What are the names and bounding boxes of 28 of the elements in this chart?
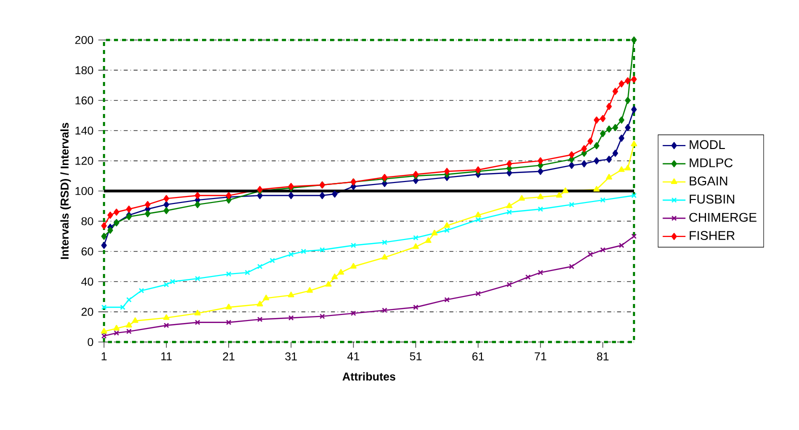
x-tick-label: 21 bbox=[222, 352, 234, 360]
y-tick-label: 100 bbox=[76, 187, 94, 196]
x-tick-label: 81 bbox=[597, 352, 609, 360]
legend-label: MODL bbox=[690, 140, 725, 150]
x-tick-label: 51 bbox=[410, 352, 422, 360]
x-tick-label: 41 bbox=[347, 352, 360, 360]
y-tick-label: 120 bbox=[76, 156, 94, 165]
x-tick-label: 61 bbox=[472, 352, 484, 360]
y-tick-label: 180 bbox=[76, 66, 94, 74]
legend-label: CHIMERGE bbox=[689, 212, 756, 222]
y-tick-label: 140 bbox=[76, 126, 94, 135]
y-tick-label: 80 bbox=[82, 217, 94, 226]
legend-label: FUSBIN bbox=[690, 194, 734, 204]
y-tick-label: 160 bbox=[76, 96, 94, 104]
y-axis-title: Intervals (RSD) / Intervals bbox=[60, 122, 71, 259]
legend-label: BGAIN bbox=[690, 176, 728, 186]
y-tick-label: 0 bbox=[88, 338, 94, 346]
x-tick-label: 71 bbox=[534, 352, 546, 360]
legend-label: MDLPC bbox=[690, 158, 733, 168]
x-axis-title: Attributes bbox=[342, 372, 396, 381]
y-tick-label: 20 bbox=[82, 308, 94, 316]
x-tick-label: 11 bbox=[161, 352, 172, 360]
x-tick-label: 1 bbox=[102, 352, 107, 360]
y-tick-label: 60 bbox=[82, 247, 94, 256]
x-tick-label: 31 bbox=[285, 352, 297, 360]
y-tick-label: 200 bbox=[75, 36, 94, 44]
legend-label: FISHER bbox=[690, 231, 735, 240]
y-tick-label: 40 bbox=[81, 278, 94, 286]
